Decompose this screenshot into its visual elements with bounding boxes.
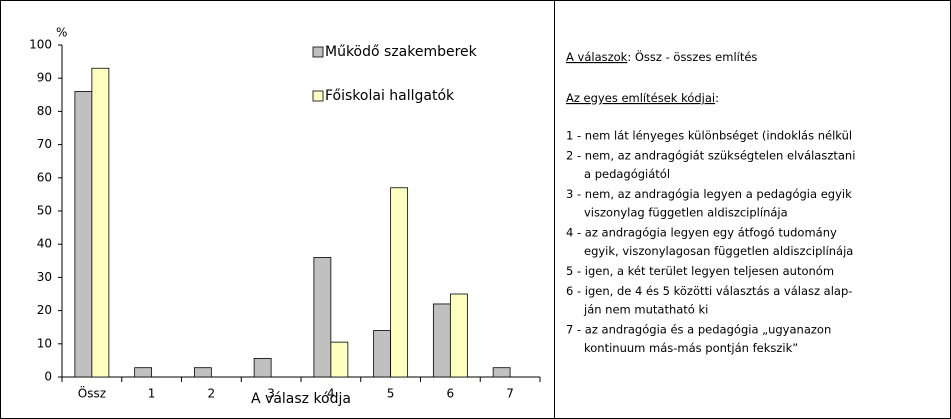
list-item: 5 - igen, a két terület legyen teljesen …: [566, 264, 834, 278]
x-tick-label: Össz: [78, 385, 106, 401]
x-tick-label: 1: [148, 387, 156, 401]
x-tick-label: 3: [267, 387, 275, 401]
y-tick-label: 20: [37, 303, 52, 317]
list-item: kontinuum más-más pontján fekszik”: [584, 341, 798, 355]
y-tick-label: 50: [37, 204, 52, 218]
bar: [373, 330, 392, 378]
bar: [134, 367, 153, 378]
list-item: 4 - az andragógia legyen egy átfogó tudo…: [566, 226, 837, 240]
list-item: egyik, viszonylagosan független aldiszci…: [584, 244, 853, 258]
y-tick-label: 40: [37, 237, 52, 251]
bar: [253, 358, 272, 378]
legend-swatch: [312, 46, 324, 58]
list-item: 7 - az andragógia és a pedagógia „ugyana…: [566, 323, 831, 337]
legend-swatch: [312, 90, 324, 102]
x-tick-label: 5: [387, 387, 395, 401]
bar: [492, 367, 511, 378]
x-tick-label: 2: [208, 387, 216, 401]
list-item: 2 - nem, az andragógiát szükségtelen elv…: [566, 149, 855, 163]
x-tick-label: 7: [506, 387, 514, 401]
y-axis-label: %: [56, 26, 67, 40]
list-item: 3 - nem, az andragógia legyen a pedagógi…: [566, 187, 852, 201]
y-tick-label: 60: [37, 170, 52, 184]
x-tick-label: 6: [447, 387, 455, 401]
list-item: 6 - igen, de 4 és 5 közötti választás a …: [566, 284, 852, 298]
bar: [330, 341, 349, 378]
heading-text: : Össz - összes említés: [627, 48, 757, 64]
bar: [91, 67, 110, 378]
y-tick-label: 80: [37, 104, 52, 118]
list-item: 1 - nem lát lényeges különbséget (indokl…: [566, 129, 852, 143]
list-item: ján nem mutatható ki: [583, 303, 708, 317]
bar: [313, 257, 332, 378]
legend-label: Működő szakemberek: [325, 44, 478, 60]
legend-panel: A válaszok: Össz - összes említés Az egy…: [566, 48, 855, 356]
bar: [193, 367, 212, 378]
y-tick-label: 10: [37, 336, 52, 350]
y-tick-label: 30: [37, 270, 52, 284]
heading-text: :: [715, 91, 719, 105]
y-tick-label: 70: [37, 137, 52, 151]
bar: [390, 187, 409, 378]
y-tick-label: 90: [37, 71, 52, 85]
y-tick-label: 0: [44, 370, 52, 384]
bar: [449, 293, 468, 378]
heading-label: Az egyes említések kódjai: [566, 91, 715, 105]
y-tick-label: 100: [29, 38, 52, 52]
x-axis-title: A válasz kódja: [251, 391, 351, 407]
legend-label: Főiskolai hallgatók: [325, 88, 455, 104]
bar: [74, 91, 93, 378]
list-item: a pedagógiától: [584, 167, 670, 181]
heading: Az egyes említések kódjai:: [566, 91, 719, 105]
x-tick-label: 4: [327, 387, 335, 401]
bar: [432, 303, 451, 378]
heading: A válaszok: Össz - összes említés: [566, 48, 757, 64]
heading-label: A válaszok: [566, 50, 628, 64]
list-item: viszonylag független aldiszciplínája: [584, 206, 788, 220]
